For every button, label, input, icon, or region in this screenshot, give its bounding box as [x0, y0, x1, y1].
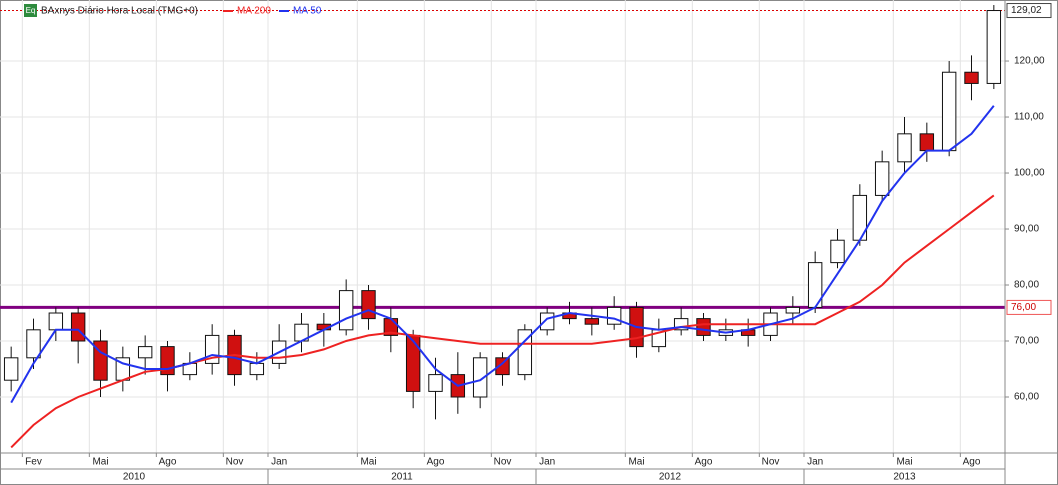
x-tick-label: Jan: [271, 457, 287, 468]
candle-body: [338, 290, 354, 331]
year-label: 2013: [893, 472, 916, 483]
x-tick-label: Ago: [427, 457, 445, 468]
x-tick-label: Fev: [25, 457, 42, 468]
x-tick-label: Jan: [539, 457, 555, 468]
candle-body: [48, 312, 64, 331]
x-tick-label: Mai: [896, 457, 912, 468]
candle-body: [405, 334, 421, 392]
candle-body: [26, 329, 41, 359]
y-tick-label: 80,00: [1014, 280, 1039, 291]
last-price-box: [1006, 3, 1052, 19]
candle-body: [495, 357, 510, 376]
badge-box: [24, 4, 37, 17]
candle-body: [696, 318, 711, 336]
level-label: 76,00: [1011, 302, 1036, 313]
candle-body: [361, 290, 376, 320]
x-tick-label: Nov: [762, 457, 780, 468]
candle-body: [137, 346, 153, 359]
x-tick-label: Mai: [92, 457, 108, 468]
candle-body: [830, 239, 845, 264]
candle-body: [606, 306, 622, 325]
level-box: [1006, 299, 1052, 315]
y-tick-label: 110,00: [1014, 112, 1044, 123]
x-tick-label: Mai: [360, 457, 376, 468]
candle-body: [874, 161, 890, 196]
last-price-label: 129,02: [1011, 5, 1042, 16]
year-label: 2011: [391, 472, 413, 483]
x-tick-label: Ago: [963, 457, 981, 468]
candle-body: [249, 362, 265, 376]
year-label: 2012: [659, 472, 682, 483]
y-tick-label: 70,00: [1014, 336, 1039, 347]
plot: [0, 5, 1005, 449]
badge: Eq: [26, 6, 36, 15]
y-tick-label: 120,00: [1014, 56, 1045, 67]
grid: [0, 0, 1005, 453]
candle-body: [3, 357, 19, 381]
y-tick-label: 100,00: [1014, 168, 1045, 179]
candle-body: [70, 312, 86, 342]
x-tick-label: Mai: [628, 457, 644, 468]
candle-body: [964, 71, 979, 84]
candle-body: [986, 10, 1002, 84]
chart-title: BAxnys Diário Hora Local (TMG+0): [41, 6, 198, 17]
candle-body: [785, 306, 801, 314]
candle-body: [584, 318, 600, 325]
legend-ma50: MA 50: [293, 6, 322, 17]
candle-body: [673, 318, 689, 331]
x-tick-label: Ago: [695, 457, 713, 468]
candle-body: [472, 357, 488, 398]
candle-body: [897, 133, 912, 163]
candle-body: [919, 133, 935, 152]
candle-body: [539, 312, 555, 331]
y-tick-label: 60,00: [1014, 392, 1039, 403]
x-tick-label: Ago: [159, 457, 177, 468]
moving-average: [10, 105, 995, 404]
candle-body: [941, 71, 957, 152]
year-label: 2010: [123, 472, 146, 483]
candle-body: [428, 374, 443, 392]
candle-body: [517, 329, 533, 376]
y-tick-label: 90,00: [1014, 224, 1039, 235]
x-tick-label: Nov: [226, 457, 244, 468]
x-tick-label: Jan: [807, 457, 823, 468]
legend-ma200: MA 200: [237, 6, 271, 17]
x-tick-label: Nov: [494, 457, 512, 468]
candle-body: [93, 340, 108, 381]
